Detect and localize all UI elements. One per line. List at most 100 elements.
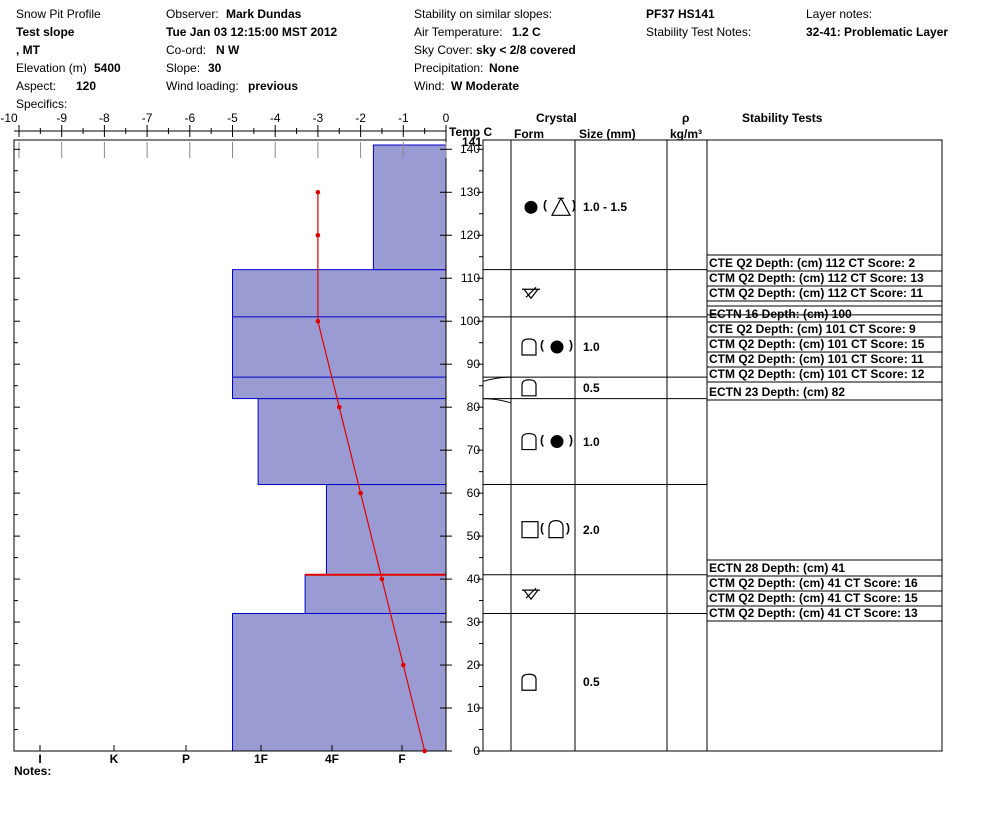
temp-tick-label: -2 [355,111,366,125]
paren-glyph: ( [543,198,547,213]
region: , MT [16,43,40,57]
faceted-crystal-icon [521,432,537,451]
observer-label: Observer: [166,7,219,21]
temperature-point [422,748,427,754]
height-tick-label: 110 [460,271,480,286]
height-tick-label: 100 [459,314,480,329]
sky-cover-label: Sky Cover: [414,43,473,57]
round-grain-icon [550,340,564,354]
height-tick-label: 60 [466,486,480,501]
stability-test-entry: ECTN 23 Depth: (cm) 82 [709,385,846,399]
density-header: ρ [682,111,690,125]
stability-test-entry: CTM Q2 Depth: (cm) 112 CT Score: 11 [709,286,924,300]
stability-test-entry: CTM Q2 Depth: (cm) 101 CT Score: 11 [709,352,924,366]
stability-test-entry: CTE Q2 Depth: (cm) 112 CT Score: 2 [709,256,916,270]
observer-value: Mark Dundas [226,7,302,21]
temp-tick-label: -5 [227,111,238,125]
elevation-value: 5400 [94,61,121,75]
faceted-crystal-icon [521,338,537,356]
temp-tick-label: -1 [397,111,409,125]
paren-glyph: ( [540,520,544,535]
hardness-layer-bar [372,144,447,271]
elevation-label: Elevation (m) [16,61,87,75]
height-tick-label: 130 [459,185,480,200]
surface-hoar-icon [522,286,540,300]
height-tick-label: 80 [466,400,480,415]
specifics-label: Specifics: [16,97,68,111]
temp-tick-label: -4 [269,111,281,125]
paren-glyph: ( [540,338,544,352]
notes-label: Notes: [14,764,52,778]
square-facet-icon [521,521,539,539]
hardness-label: I [38,752,42,766]
hardness-layer-bar [232,612,447,752]
crystal-size-label: 1.0 - 1.5 [583,200,628,215]
precip-label: Precipitation: [414,61,484,75]
temp-axis-label: Temp C [449,125,493,139]
stability-test-entry: CTE Q2 Depth: (cm) 101 CT Score: 9 [709,322,916,336]
temperature-point [379,576,385,582]
temp-tick-label: -9 [56,111,68,125]
hardness-label: 1F [253,752,269,766]
layer-notes-label: Layer notes: [806,7,873,21]
crystal-size-label: 0.5 [583,380,600,395]
boundary-kink [482,376,512,382]
temperature-point [315,232,321,238]
crystal-size-label: 0.5 [583,675,600,690]
profile-frame [13,139,447,752]
snow-height-label: 141 [461,135,482,149]
crystal-header: Crystal [536,111,577,125]
height-tick-label: 120 [459,228,480,243]
air-temp-value: 1.2 C [512,25,541,39]
stability-test-entry: CTM Q2 Depth: (cm) 101 CT Score: 12 [709,367,925,381]
temperature-profile-line [317,192,426,752]
stability-test-entry: CTM Q2 Depth: (cm) 41 CT Score: 16 [709,576,918,590]
aspect-value: 120 [76,79,97,93]
hardness-label: P [181,752,191,766]
precip-value: None [489,61,519,75]
height-tick-label: 140 [459,142,480,157]
paren-glyph: ( [540,432,544,447]
coord-label: Co-ord: [166,43,207,57]
paren-glyph: ) [569,432,573,447]
layer-notes-value: 32-41: Problematic Layer [806,25,949,39]
hardness-layer-bar [304,574,447,614]
stability-test-entry: CTM Q2 Depth: (cm) 101 CT Score: 15 [709,337,925,351]
temp-tick-label: -6 [184,111,196,125]
crystal-size-label: 2.0 [583,522,600,537]
aspect-label: Aspect: [16,79,57,93]
hardness-label: K [109,752,119,766]
temp-tick-label: -8 [99,111,110,125]
temp-tick-label: 0 [442,111,450,125]
density-unit: kg/m³ [670,127,703,141]
temp-tick-label: -3 [312,111,324,125]
surface-hoar-icon [522,587,540,601]
boundary-kink [482,398,512,404]
temperature-point [315,189,321,195]
depth-hoar-icon [551,197,571,216]
pit-id: PF37 HS141 [646,7,715,21]
stability-test-entry: CTM Q2 Depth: (cm) 112 CT Score: 13 [709,271,924,285]
faceted-crystal-icon [521,379,537,397]
height-tick-label: 10 [466,701,480,716]
faceted-crystal-icon [521,673,537,691]
stability-test-entry: CTM Q2 Depth: (cm) 41 CT Score: 15 [709,591,918,605]
hardness-layer-bar [325,484,447,576]
temperature-point [358,490,363,496]
faceted-crystal-icon [548,520,564,539]
slope-value: 30 [208,61,222,75]
crystal-size-label: 1.0 [583,340,600,354]
hardness-layer-bar [257,398,447,486]
stability-test-entry: ECTN 16 Depth: (cm) 100 [709,307,852,321]
height-tick-label: 30 [466,615,480,630]
height-tick-label: 20 [466,658,480,673]
temp-tick-label: -10 [0,111,18,125]
height-tick-label: 50 [466,529,480,544]
air-temp-label: Air Temperature: [414,25,503,39]
slope-label: Slope: [166,61,201,75]
location: Test slope [16,25,75,39]
round-grain-icon [550,435,564,449]
stability-header: Stability Tests [742,111,823,125]
datetime: Tue Jan 03 12:15:00 MST 2012 [166,25,338,39]
